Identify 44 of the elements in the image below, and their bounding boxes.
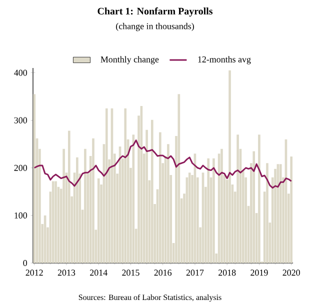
bar bbox=[236, 134, 239, 263]
bar bbox=[207, 158, 210, 263]
x-tick-label: 2017 bbox=[186, 270, 204, 276]
bar bbox=[279, 164, 282, 263]
bar bbox=[105, 108, 108, 263]
bar bbox=[97, 178, 100, 263]
bar bbox=[54, 181, 57, 263]
x-tick-label: 2012 bbox=[26, 270, 43, 276]
y-tick-label: 0 bbox=[23, 260, 28, 266]
bar bbox=[167, 144, 170, 263]
x-tick-label: 2018 bbox=[218, 270, 236, 276]
bar bbox=[84, 148, 86, 263]
bar bbox=[132, 134, 135, 263]
bar bbox=[146, 130, 148, 263]
bar bbox=[266, 163, 268, 263]
chart-subtitle: (change in thousands) bbox=[116, 22, 194, 32]
legend-label: Monthly change bbox=[100, 56, 159, 64]
x-tick-label: 2020 bbox=[282, 270, 300, 276]
legend-label: 12-months avg bbox=[198, 56, 251, 64]
bar bbox=[52, 181, 54, 263]
bar bbox=[188, 172, 191, 263]
bar bbox=[290, 156, 292, 263]
bar bbox=[62, 148, 65, 263]
x-tick-label: 2014 bbox=[90, 270, 108, 276]
bar bbox=[33, 94, 36, 263]
x-tick-label: 2013 bbox=[58, 270, 76, 276]
y-tick-label: 100 bbox=[14, 212, 28, 218]
bar bbox=[68, 130, 70, 263]
x-tick-label: 2015 bbox=[122, 270, 140, 276]
x-tick-label: 2019 bbox=[250, 270, 268, 276]
bar bbox=[159, 132, 162, 263]
bar bbox=[228, 70, 231, 263]
chart-title: Chart 1: Nonfarm Payrolls bbox=[98, 7, 213, 17]
x-tick-label: 2016 bbox=[154, 270, 172, 276]
bar bbox=[76, 157, 78, 263]
bar bbox=[124, 108, 127, 263]
bar bbox=[150, 120, 154, 263]
y-tick-label: 400 bbox=[14, 70, 28, 76]
bar bbox=[252, 151, 256, 263]
bar bbox=[212, 158, 215, 263]
bar bbox=[258, 134, 260, 263]
y-tick-label: 200 bbox=[14, 164, 28, 171]
bar bbox=[92, 138, 94, 263]
y-tick-label: 300 bbox=[14, 117, 28, 124]
